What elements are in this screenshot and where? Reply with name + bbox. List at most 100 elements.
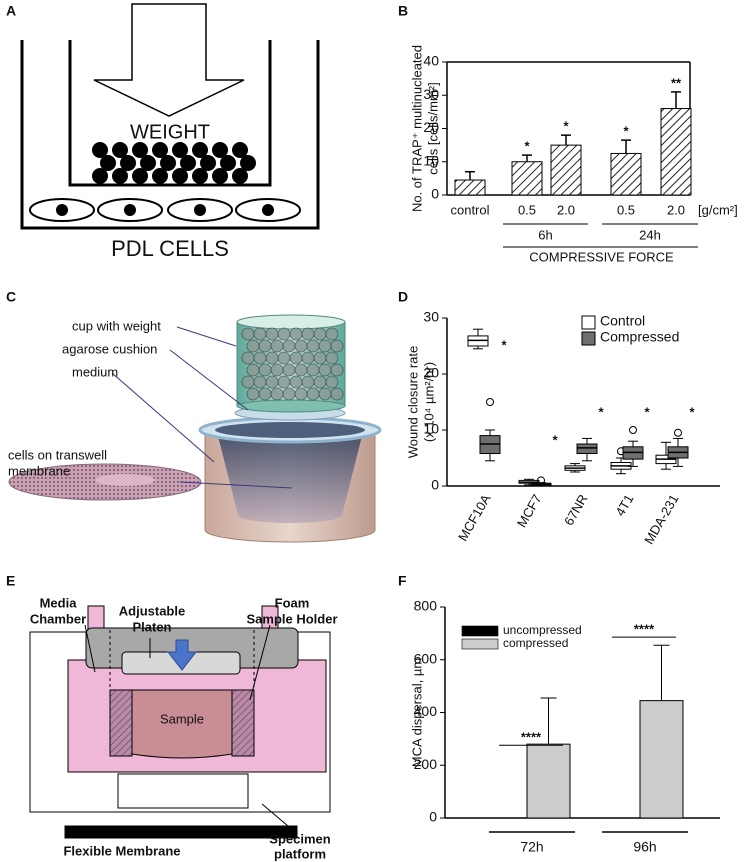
leader — [169, 349, 249, 411]
sphere — [265, 351, 279, 365]
weight-ball — [92, 142, 108, 158]
label: medium — [72, 364, 118, 379]
sphere — [253, 327, 267, 341]
sphere — [301, 327, 315, 341]
weight-ball — [212, 142, 228, 158]
y-tick-label: 400 — [414, 703, 438, 719]
y-tick-label: 600 — [414, 650, 438, 666]
significance: * — [501, 337, 507, 352]
weight-ball — [132, 168, 148, 184]
bar — [639, 700, 684, 819]
sphere — [241, 375, 255, 389]
label: Specimen — [269, 831, 330, 846]
label: cup with weight — [72, 318, 161, 333]
panel-label: E — [6, 573, 15, 589]
legend-swatch — [581, 331, 596, 346]
y-tick-label: 0 — [431, 186, 439, 202]
nucleus — [124, 204, 136, 216]
cells — [29, 198, 301, 222]
weights — [92, 142, 256, 184]
sphere — [330, 387, 344, 401]
sphere — [306, 387, 320, 401]
panel-label: B — [398, 3, 408, 19]
sphere — [289, 327, 303, 341]
bar — [550, 144, 582, 196]
leader — [176, 326, 237, 347]
legend-swatch — [461, 625, 499, 637]
group-label: 6h — [538, 227, 552, 242]
y-axis-label: No. of TRAP⁺ multinucleated — [409, 45, 424, 212]
sphere — [265, 375, 279, 389]
platform — [117, 773, 249, 809]
y-tick-label: 0 — [431, 477, 439, 493]
nucleus — [262, 204, 274, 216]
x-tick-label: 0.5 — [617, 202, 635, 217]
sphere — [301, 351, 315, 365]
y-axis-label: cells [cells/mm²] — [425, 82, 440, 174]
outlier — [629, 426, 637, 434]
weight-ball — [92, 168, 108, 184]
flexible-membrane — [64, 825, 298, 839]
sphere — [282, 387, 296, 401]
sphere — [325, 375, 339, 389]
y-tick-label: 800 — [414, 598, 438, 614]
leader — [111, 372, 215, 463]
sphere — [294, 339, 308, 353]
cell — [167, 198, 233, 222]
weight-ball — [100, 155, 116, 171]
box — [576, 443, 598, 455]
sphere — [270, 339, 284, 353]
label: Sample — [160, 711, 204, 726]
outlier — [486, 398, 494, 406]
significance: * — [552, 433, 558, 448]
sphere — [301, 375, 315, 389]
sphere — [246, 339, 260, 353]
cup-top — [236, 314, 346, 330]
bar — [660, 108, 692, 196]
weight-ball — [152, 168, 168, 184]
weight-label: WEIGHT — [130, 121, 210, 143]
y-tick-label: 30 — [423, 86, 439, 102]
sphere — [246, 363, 260, 377]
weight-ball — [152, 142, 168, 158]
sphere — [289, 351, 303, 365]
y-tick-label: 30 — [423, 309, 439, 325]
weight-ball — [132, 142, 148, 158]
leader — [179, 481, 293, 489]
sphere — [270, 387, 284, 401]
sphere — [330, 339, 344, 353]
label: agarose cushion — [62, 341, 157, 356]
x-tick-label: 2.0 — [557, 202, 575, 217]
sphere — [325, 351, 339, 365]
leader — [261, 803, 296, 833]
sphere — [313, 375, 327, 389]
force-arrow — [166, 639, 198, 671]
y-tick-label: 40 — [423, 53, 439, 69]
legend-swatch — [461, 638, 499, 650]
significance: **** — [634, 622, 655, 637]
foam — [231, 689, 255, 757]
weight-ball — [200, 155, 216, 171]
sphere — [282, 363, 296, 377]
panel-label: A — [6, 3, 16, 19]
sphere — [325, 327, 339, 341]
arrow — [93, 3, 245, 117]
sphere — [258, 339, 272, 353]
sphere — [294, 363, 308, 377]
weight-ball — [180, 155, 196, 171]
legend-swatch — [581, 315, 596, 330]
weight-ball — [212, 168, 228, 184]
cup-bottom — [236, 399, 346, 413]
rim-inner — [215, 422, 365, 438]
cell — [29, 198, 95, 222]
label: platform — [274, 846, 326, 861]
y-tick-label: 20 — [423, 119, 439, 135]
significance: * — [598, 405, 604, 420]
x-tick-label: 2.0 — [667, 202, 685, 217]
membrane-center — [95, 474, 155, 486]
bar — [454, 179, 486, 196]
bar — [526, 743, 571, 819]
significance: * — [623, 124, 629, 139]
weight-ball — [120, 155, 136, 171]
